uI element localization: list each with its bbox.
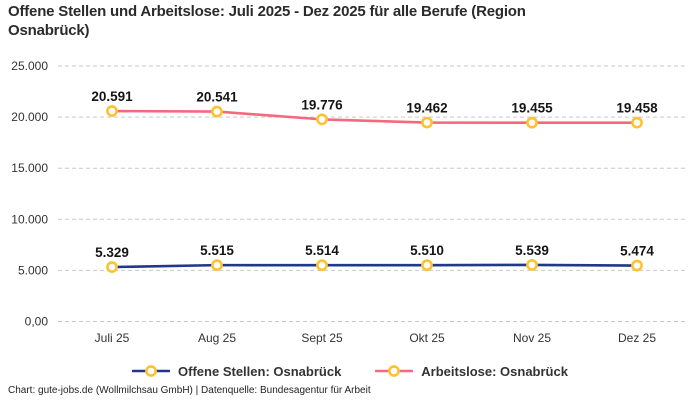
- data-point-marker-offene-stellen: [211, 259, 223, 272]
- x-axis-tick-label: Sept 25: [301, 331, 343, 345]
- legend-item-offene-stellen: Offene Stellen: Osnabrück: [132, 364, 341, 379]
- data-point-label-arbeitslose: 20.541: [196, 90, 238, 105]
- data-point-marker-offene-stellen: [316, 259, 328, 272]
- data-point-label-offene-stellen: 5.539: [515, 243, 549, 258]
- data-point-label-offene-stellen: 5.514: [305, 243, 339, 258]
- series-line-arbeitslose: [110, 109, 639, 124]
- y-axis-tick-label: 10.000: [11, 212, 48, 226]
- data-point-marker-arbeitslose: [631, 116, 643, 129]
- source-footer: Chart: gute-jobs.de (Wollmilchsau GmbH) …: [8, 385, 371, 396]
- series-line-offene-stellen: [110, 263, 639, 269]
- data-point-label-offene-stellen: 5.474: [620, 244, 654, 259]
- data-point-label-offene-stellen: 5.515: [200, 243, 234, 258]
- x-axis-tick-label: Nov 25: [513, 331, 551, 345]
- data-point-marker-arbeitslose: [421, 116, 433, 129]
- data-point-label-arbeitslose: 19.776: [301, 97, 343, 112]
- legend-swatch-offene-stellen: [132, 365, 171, 377]
- legend-label-arbeitslose: Arbeitslose: Osnabrück: [421, 363, 568, 379]
- data-point-label-offene-stellen: 5.329: [95, 245, 129, 260]
- y-axis-tick-label: 15.000: [11, 161, 48, 175]
- x-axis-tick-label: Dez 25: [618, 331, 656, 345]
- legend-item-arbeitslose: Arbeitslose: Osnabrück: [375, 364, 568, 379]
- legend-marker-icon: [145, 365, 157, 377]
- data-point-label-arbeitslose: 19.455: [511, 101, 553, 116]
- data-point-label-offene-stellen: 5.510: [410, 243, 444, 258]
- y-axis-tick-label: 0,00: [25, 315, 49, 329]
- data-point-marker-arbeitslose: [316, 113, 328, 126]
- y-axis-tick-label: 5.000: [18, 263, 48, 277]
- data-point-marker-offene-stellen: [631, 259, 643, 272]
- x-axis-tick-label: Okt 25: [409, 331, 445, 345]
- data-point-label-arbeitslose: 19.462: [406, 101, 447, 116]
- data-point-marker-arbeitslose: [526, 116, 538, 129]
- y-axis-tick-label: 20.000: [11, 110, 48, 124]
- legend-swatch-arbeitslose: [375, 365, 414, 377]
- x-axis-tick-label: Juli 25: [95, 331, 130, 345]
- y-axis-tick-label: 25.000: [11, 59, 48, 73]
- data-point-label-arbeitslose: 20.591: [91, 89, 133, 104]
- chart-title: Offene Stellen und Arbeitslose: Juli 202…: [8, 3, 526, 40]
- legend-marker-icon: [388, 365, 401, 377]
- data-point-marker-offene-stellen: [526, 258, 538, 271]
- legend-label-offene-stellen: Offene Stellen: Osnabrück: [178, 363, 342, 379]
- data-point-marker-offene-stellen: [421, 259, 433, 272]
- data-point-label-arbeitslose: 19.458: [616, 101, 658, 116]
- data-point-marker-arbeitslose: [106, 105, 118, 117]
- x-axis-tick-label: Aug 25: [198, 331, 236, 345]
- data-point-marker-arbeitslose: [211, 105, 223, 118]
- data-point-marker-offene-stellen: [106, 261, 118, 273]
- chart-legend: Offene Stellen: Osnabrück Arbeitslose: Os…: [0, 360, 700, 382]
